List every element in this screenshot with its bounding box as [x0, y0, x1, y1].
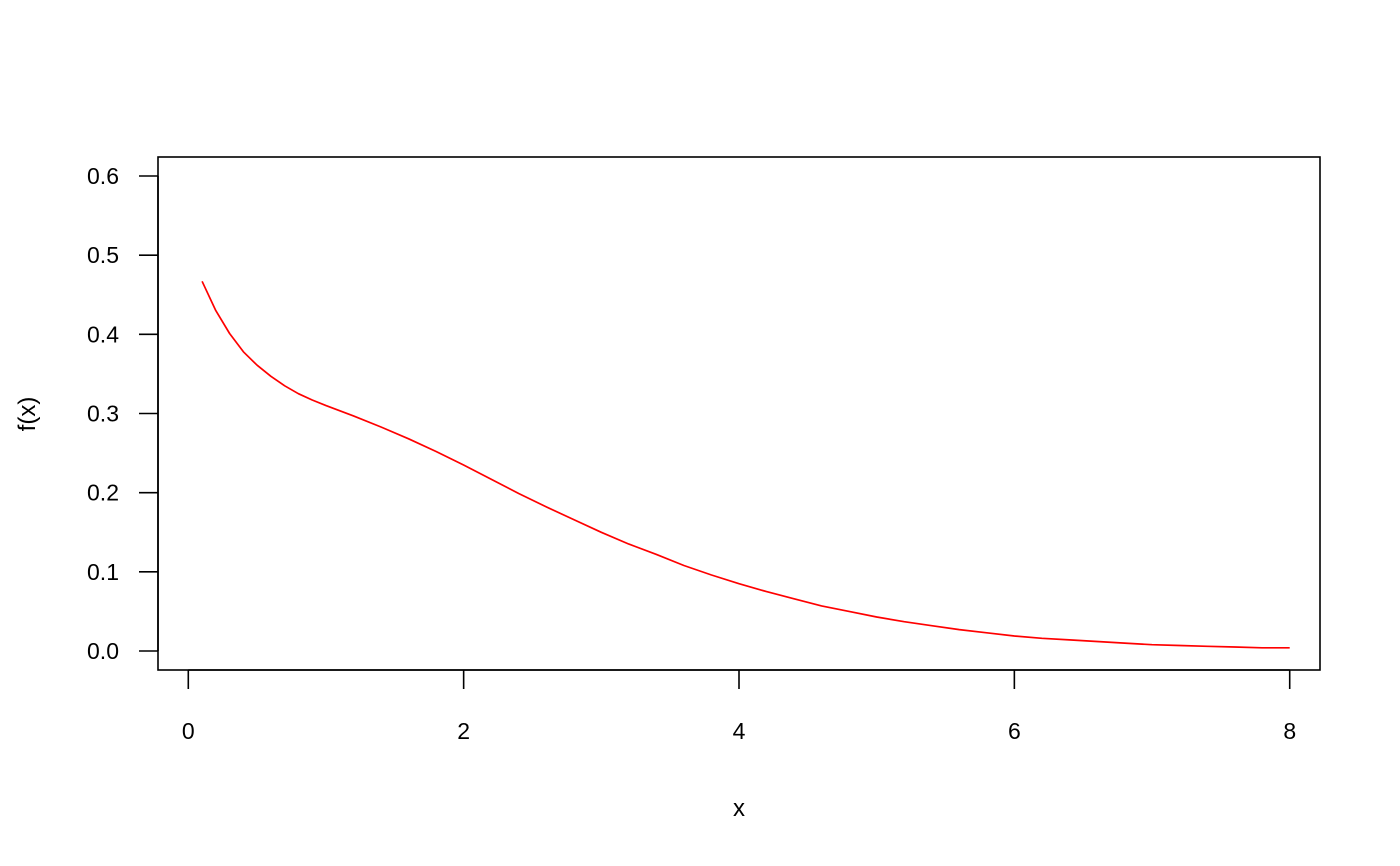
- series-layer: [201, 280, 1290, 649]
- x-axis-title: x: [733, 795, 745, 822]
- x-tick-label: 8: [1283, 718, 1296, 744]
- y-tick-label: 0.0: [87, 638, 119, 664]
- x-tick-label: 4: [733, 718, 746, 744]
- y-tick-label: 0.3: [87, 401, 119, 427]
- y-tick-label: 0.2: [87, 480, 119, 506]
- y-axis: 0.0 0.1 0.2 0.3 0.4 0.5 0.6: [87, 163, 159, 664]
- x-tick-label: 0: [182, 718, 195, 744]
- y-tick-label: 0.5: [87, 242, 119, 268]
- plot-frame: [157, 156, 1321, 671]
- x-tick-label: 2: [457, 718, 470, 744]
- y-tick-label: 0.6: [87, 163, 119, 189]
- density-curve: [201, 280, 1290, 649]
- y-tick-label: 0.1: [87, 559, 119, 585]
- y-tick-label: 0.4: [87, 321, 119, 347]
- x-axis: 0 2 4 6 8: [182, 669, 1296, 744]
- x-tick-label: 6: [1008, 718, 1021, 744]
- y-axis-title: f(x): [14, 397, 41, 432]
